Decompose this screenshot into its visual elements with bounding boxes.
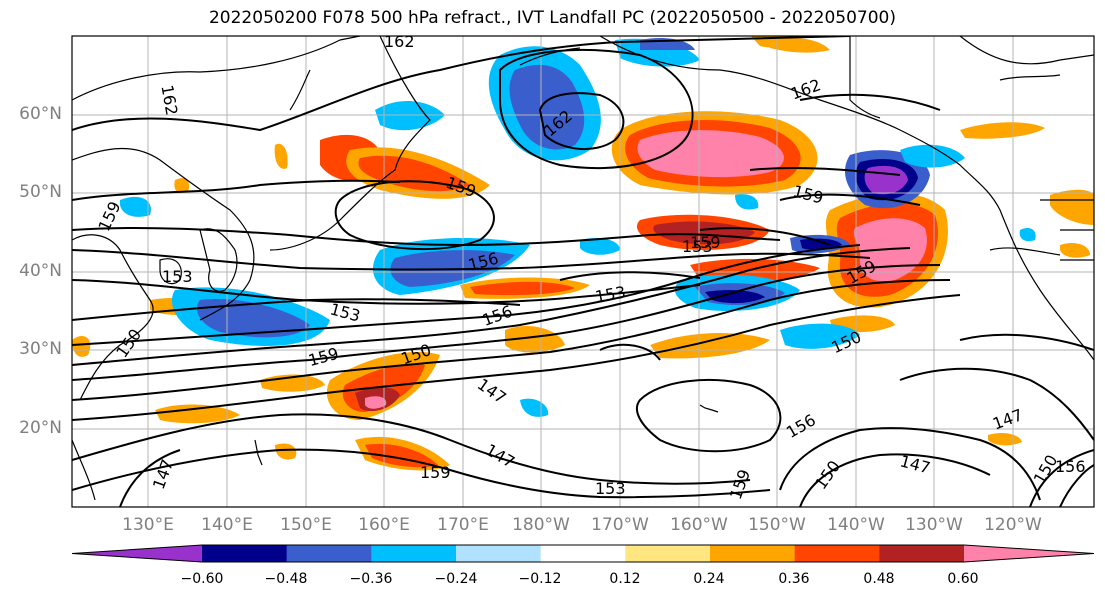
colorbar-tick: 0.24 <box>693 571 725 587</box>
colorbar-tick: 0.12 <box>609 571 641 587</box>
colorbar-tick: −0.24 <box>434 571 478 587</box>
lat-label: 20°N <box>19 418 62 438</box>
lat-label: 30°N <box>19 339 62 359</box>
lon-label: 160°E <box>358 515 410 535</box>
colorbar-tick: −0.48 <box>264 571 308 587</box>
contour-label: 156 <box>1055 457 1086 476</box>
lat-label: 60°N <box>19 104 62 124</box>
lon-label: 180°W <box>512 515 570 535</box>
map-frame <box>71 35 1095 508</box>
colorbar-tick: 0.60 <box>947 571 979 587</box>
coastlines <box>72 36 1094 501</box>
lon-label: 130°E <box>122 515 174 535</box>
colorbar-tick: −0.36 <box>349 571 393 587</box>
contour-label: 153 <box>682 237 713 256</box>
lon-label: 150°W <box>748 515 806 535</box>
lon-label: 130°W <box>905 515 963 535</box>
contour-label: 153 <box>595 479 626 498</box>
lon-label: 160°W <box>670 515 728 535</box>
colorbar-tick: −0.60 <box>180 571 224 587</box>
lon-label: 120°W <box>984 515 1042 535</box>
colorbar-tick: −0.12 <box>518 571 562 587</box>
lat-label: 50°N <box>19 182 62 202</box>
colorbar-tick: 0.36 <box>778 571 810 587</box>
contour-label: 162 <box>384 32 415 51</box>
lon-label: 170°W <box>591 515 649 535</box>
contour-label: 153 <box>162 267 193 286</box>
contour-label: 159 <box>690 233 721 252</box>
lon-label: 170°E <box>437 515 489 535</box>
lat-label: 40°N <box>19 261 62 281</box>
map-title: 2022050200 F078 500 hPa refract., IVT La… <box>208 8 896 28</box>
lon-label: 150°E <box>280 515 332 535</box>
refractivity-contours <box>72 36 1094 507</box>
colorbar-tick: 0.48 <box>863 571 895 587</box>
lon-label: 140°E <box>201 515 253 535</box>
contour-label: 159 <box>420 463 451 482</box>
lon-label: 140°W <box>827 515 885 535</box>
